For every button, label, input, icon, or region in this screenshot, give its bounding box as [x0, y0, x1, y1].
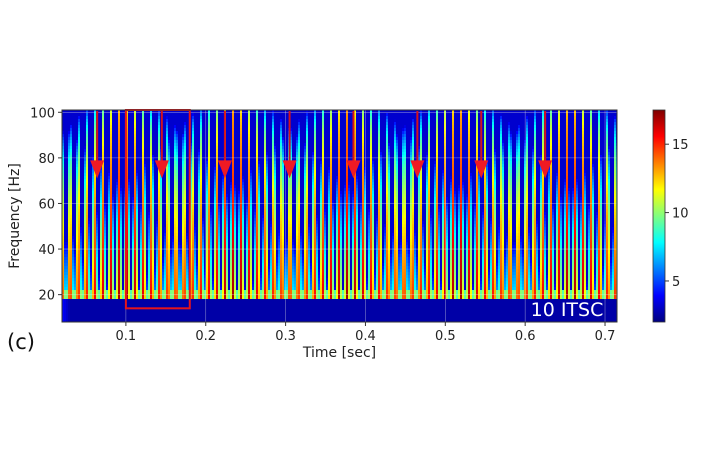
x-axis-ticks: 0.1 0.2 0.3 0.4 0.5 0.6 0.7: [116, 322, 616, 344]
x-tick-label: 0.4: [355, 329, 376, 344]
x-tick-label: 0.5: [435, 329, 456, 344]
colorbar-tick-label: 10: [672, 207, 689, 222]
x-tick-label: 0.2: [195, 329, 216, 344]
annotation-label: 10 ITSC: [531, 299, 604, 321]
colorbar: [653, 110, 665, 322]
colorbar-tick-label: 5: [672, 275, 680, 290]
y-axis-title: Frequency [Hz]: [7, 163, 23, 269]
x-axis-title: Time [sec]: [302, 345, 376, 361]
y-axis-ticks: 20 40 60 80 100: [30, 106, 62, 303]
spectrogram-heatmap: [62, 110, 618, 323]
x-tick-label: 0.3: [275, 329, 296, 344]
x-tick-label: 0.7: [595, 329, 616, 344]
panel-label: (c): [7, 330, 35, 354]
y-tick-label: 40: [38, 243, 55, 258]
colorbar-ticks: 5 10 15: [665, 138, 689, 290]
y-tick-label: 80: [38, 152, 55, 167]
x-tick-label: 0.1: [116, 329, 137, 344]
y-tick-label: 20: [38, 289, 55, 304]
x-tick-label: 0.6: [515, 329, 536, 344]
y-tick-label: 100: [30, 106, 55, 121]
y-tick-label: 60: [38, 197, 55, 212]
colorbar-tick-label: 15: [672, 138, 689, 153]
